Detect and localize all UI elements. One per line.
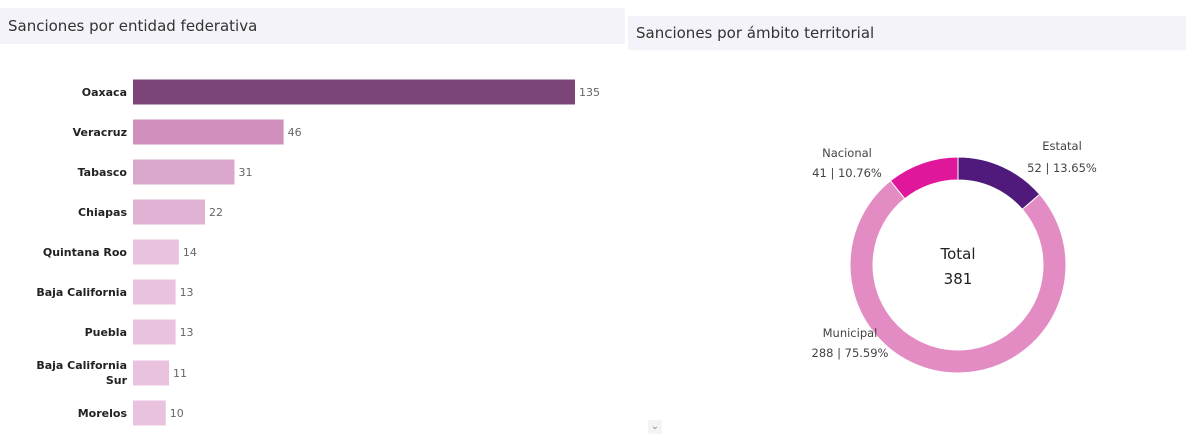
bar-baja-california-sur[interactable] bbox=[133, 360, 170, 386]
bar-morelos[interactable] bbox=[133, 400, 166, 426]
bar-veracruz[interactable] bbox=[133, 119, 284, 145]
donut-total-label: Total bbox=[939, 245, 975, 263]
bar-value-label: 46 bbox=[288, 126, 302, 139]
bar-value-label: 13 bbox=[180, 326, 194, 339]
bar-category-label: Baja California bbox=[36, 286, 127, 299]
entidad-bar-chart: Oaxaca 135 Veracruz 46 Tabasco 31 Chiapas 22 Qui… bbox=[36, 79, 600, 426]
ambito-territorial-title: Sanciones por ámbito territorial bbox=[628, 16, 1186, 50]
bar-value-label: 135 bbox=[579, 86, 600, 99]
bar-category-label: Baja California Sur bbox=[36, 359, 127, 387]
scroll-down-icon[interactable]: ⌄ bbox=[648, 420, 662, 434]
slice-label-municipal: Municipal bbox=[823, 326, 878, 340]
entidad-federativa-title: Sanciones por entidad federativa bbox=[0, 8, 625, 44]
bar-value-label: 14 bbox=[183, 246, 197, 259]
slice-nacional[interactable] bbox=[889, 156, 959, 200]
bar-value-label: 10 bbox=[170, 407, 184, 420]
bar-category-label: Chiapas bbox=[78, 206, 127, 219]
bar-oaxaca[interactable] bbox=[133, 79, 575, 105]
bar-category-label: Quintana Roo bbox=[43, 246, 128, 259]
slice-detail-municipal: 288 | 75.59% bbox=[812, 346, 889, 360]
slice-detail-nacional: 41 | 10.76% bbox=[812, 166, 882, 180]
bar-category-label: Tabasco bbox=[78, 166, 128, 179]
bar-value-label: 13 bbox=[180, 286, 194, 299]
bar-tabasco[interactable] bbox=[133, 159, 235, 185]
bar-baja-california[interactable] bbox=[133, 279, 176, 305]
entidad-federativa-panel: Sanciones por entidad federativa Oaxaca 1… bbox=[0, 8, 625, 426]
slice-label-estatal: Estatal bbox=[1042, 139, 1082, 153]
bar-value-label: 11 bbox=[173, 367, 187, 380]
ambito-donut-chart: Estatal 52 | 13.65% Municipal 288 | 75.59% N… bbox=[812, 139, 1097, 374]
bar-chiapas[interactable] bbox=[133, 199, 206, 225]
bar-category-label: Puebla bbox=[85, 326, 127, 339]
bar-category-label: Veracruz bbox=[73, 126, 127, 139]
bar-value-label: 31 bbox=[238, 166, 252, 179]
slice-municipal[interactable] bbox=[849, 180, 1067, 374]
ambito-territorial-panel: Sanciones por ámbito territorial Estatal… bbox=[628, 0, 1186, 440]
donut-total-value: 381 bbox=[944, 270, 973, 288]
bar-quintana-roo[interactable] bbox=[133, 239, 179, 265]
slice-detail-estatal: 52 | 13.65% bbox=[1027, 161, 1097, 175]
bar-puebla[interactable] bbox=[133, 319, 176, 345]
bar-category-label: Morelos bbox=[78, 407, 128, 420]
slice-label-nacional: Nacional bbox=[822, 146, 872, 160]
bar-value-label: 22 bbox=[209, 206, 223, 219]
bar-category-label: Oaxaca bbox=[82, 86, 127, 99]
